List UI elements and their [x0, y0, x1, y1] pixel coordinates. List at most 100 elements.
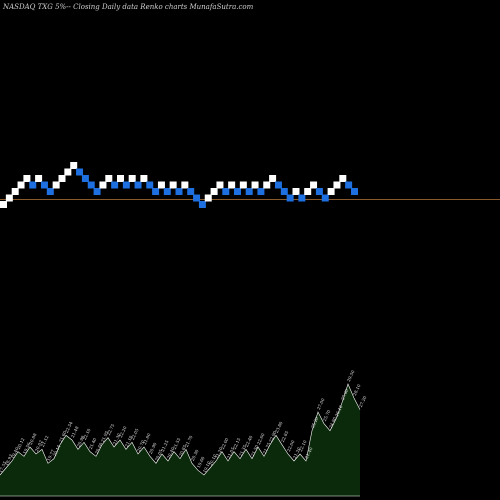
volume-value-label: 22.20	[118, 425, 128, 438]
renko-brick-up	[35, 175, 43, 182]
renko-brick-up	[251, 181, 259, 189]
volume-value-label: 22.15	[232, 437, 242, 450]
renko-brick-up	[64, 168, 72, 176]
renko-bricks	[0, 162, 358, 208]
renko-brick-down	[152, 188, 160, 195]
volume-value-label: 29.50	[346, 369, 356, 382]
renko-brick-down	[146, 181, 154, 189]
renko-brick-down	[93, 188, 101, 195]
volume-value-label: 21.12	[40, 434, 50, 447]
volume-value-label: 23.80	[274, 420, 284, 433]
renko-brick-down	[245, 188, 253, 195]
renko-brick-down	[198, 201, 206, 208]
renko-brick-up	[333, 181, 341, 189]
volume-value-label: 22.85	[280, 430, 290, 443]
volume-value-label: 19.40	[10, 446, 20, 459]
volume-value-label: 21.40	[88, 437, 98, 450]
volume-value-label: 20.70	[136, 439, 146, 452]
renko-brick-down	[222, 188, 230, 195]
renko-brick-down	[87, 181, 95, 189]
renko-brick-up	[11, 188, 19, 195]
renko-brick-down	[280, 188, 288, 195]
volume-value-label: 20.05	[154, 448, 164, 461]
renko-brick-down	[46, 188, 54, 195]
renko-brick-down	[134, 181, 142, 189]
renko-brick-up	[269, 175, 277, 182]
renko-brick-down	[187, 188, 195, 195]
renko-brick-down	[257, 188, 265, 195]
volume-value-label: 22.40	[244, 434, 254, 447]
volume-value-label: 22.54	[64, 420, 74, 433]
renko-brick-up	[157, 181, 165, 189]
renko-brick-up	[70, 162, 78, 169]
volume-value-label: 20.30	[190, 448, 200, 461]
renko-brick-up	[23, 175, 31, 182]
volume-value-label: 17.55	[0, 460, 8, 473]
volume-value-label: 22.00	[220, 437, 230, 450]
volume-value-label: 19.10	[202, 460, 212, 473]
renko-brick-up	[58, 175, 66, 182]
volume-value-label: 20.85	[178, 444, 188, 457]
volume-value-label: 28.10	[352, 383, 362, 396]
volume-value-label: 21.50	[250, 444, 260, 457]
renko-brick-down	[111, 181, 119, 189]
volume-value-label: 27.00	[316, 397, 326, 410]
volume-value-label: 22.10	[82, 427, 92, 440]
renko-brick-down	[351, 188, 358, 195]
renko-brick-down	[321, 194, 329, 202]
volume-value-label: 19.60	[196, 455, 206, 468]
volume-value-label: 20.98	[76, 434, 86, 447]
volume-value-label: 27.20	[358, 395, 368, 408]
volume-value-label: 21.48	[70, 425, 80, 438]
volume-value-label: 21.40	[304, 446, 314, 459]
volume-value-label: 22.05	[130, 427, 140, 440]
renko-brick-down	[76, 168, 84, 176]
renko-brick-down	[175, 188, 183, 195]
volume-value-label: 27.60	[340, 388, 350, 401]
volume-value-label: 26.10	[334, 404, 344, 417]
renko-brick-down	[29, 181, 37, 189]
renko-brick-down	[274, 181, 282, 189]
volume-value-label: 22.10	[298, 439, 308, 452]
volume-value-label: 21.05	[226, 446, 236, 459]
volume-value-label: 21.20	[292, 446, 302, 459]
volume-value-label: 24.80	[328, 416, 338, 429]
volume-value-label: 25.70	[322, 409, 332, 422]
renko-brick-down	[40, 181, 48, 189]
renko-brick-up	[239, 181, 247, 189]
renko-brick-down	[163, 188, 171, 195]
volume-value-label: 21.95	[100, 430, 110, 443]
renko-brick-up	[216, 181, 224, 189]
volume-value-label: 18.93	[4, 453, 14, 466]
renko-brick-up	[99, 181, 107, 189]
volume-value-label: 20.60	[94, 441, 104, 454]
volume-value-label: 21.60	[58, 430, 68, 443]
volume-value-label: 21.25	[160, 439, 170, 452]
volume-value-label: 19.56	[22, 441, 32, 454]
renko-brick-down	[298, 194, 306, 202]
renko-brick-up	[204, 194, 212, 202]
volume-value-label: 21.80	[142, 432, 152, 445]
renko-brick-down	[315, 188, 323, 195]
volume-value-label: 19.77	[46, 448, 56, 461]
volume-value-label: 21.20	[214, 446, 224, 459]
volume-panel: 17.5518.9319.4020.1219.5620.8820.0221.12…	[0, 369, 368, 497]
volume-value-label: 20.40	[166, 446, 176, 459]
renko-brick-up	[140, 175, 148, 182]
renko-brick-up	[117, 175, 124, 182]
volume-value-label: 21.70	[184, 434, 194, 447]
volume-value-label: 22.60	[256, 432, 266, 445]
renko-brick-up	[5, 194, 13, 202]
renko-brick-up	[210, 188, 218, 195]
renko-brick-up	[128, 175, 136, 182]
renko-brick-up	[263, 181, 271, 189]
renko-brick-up	[181, 181, 189, 189]
renko-brick-up	[0, 201, 7, 208]
renko-brick-up	[310, 181, 318, 189]
renko-brick-up	[228, 181, 236, 189]
renko-brick-down	[286, 194, 294, 202]
volume-value-label: 22.90	[268, 430, 278, 443]
volume-value-label: 21.35	[238, 444, 248, 457]
